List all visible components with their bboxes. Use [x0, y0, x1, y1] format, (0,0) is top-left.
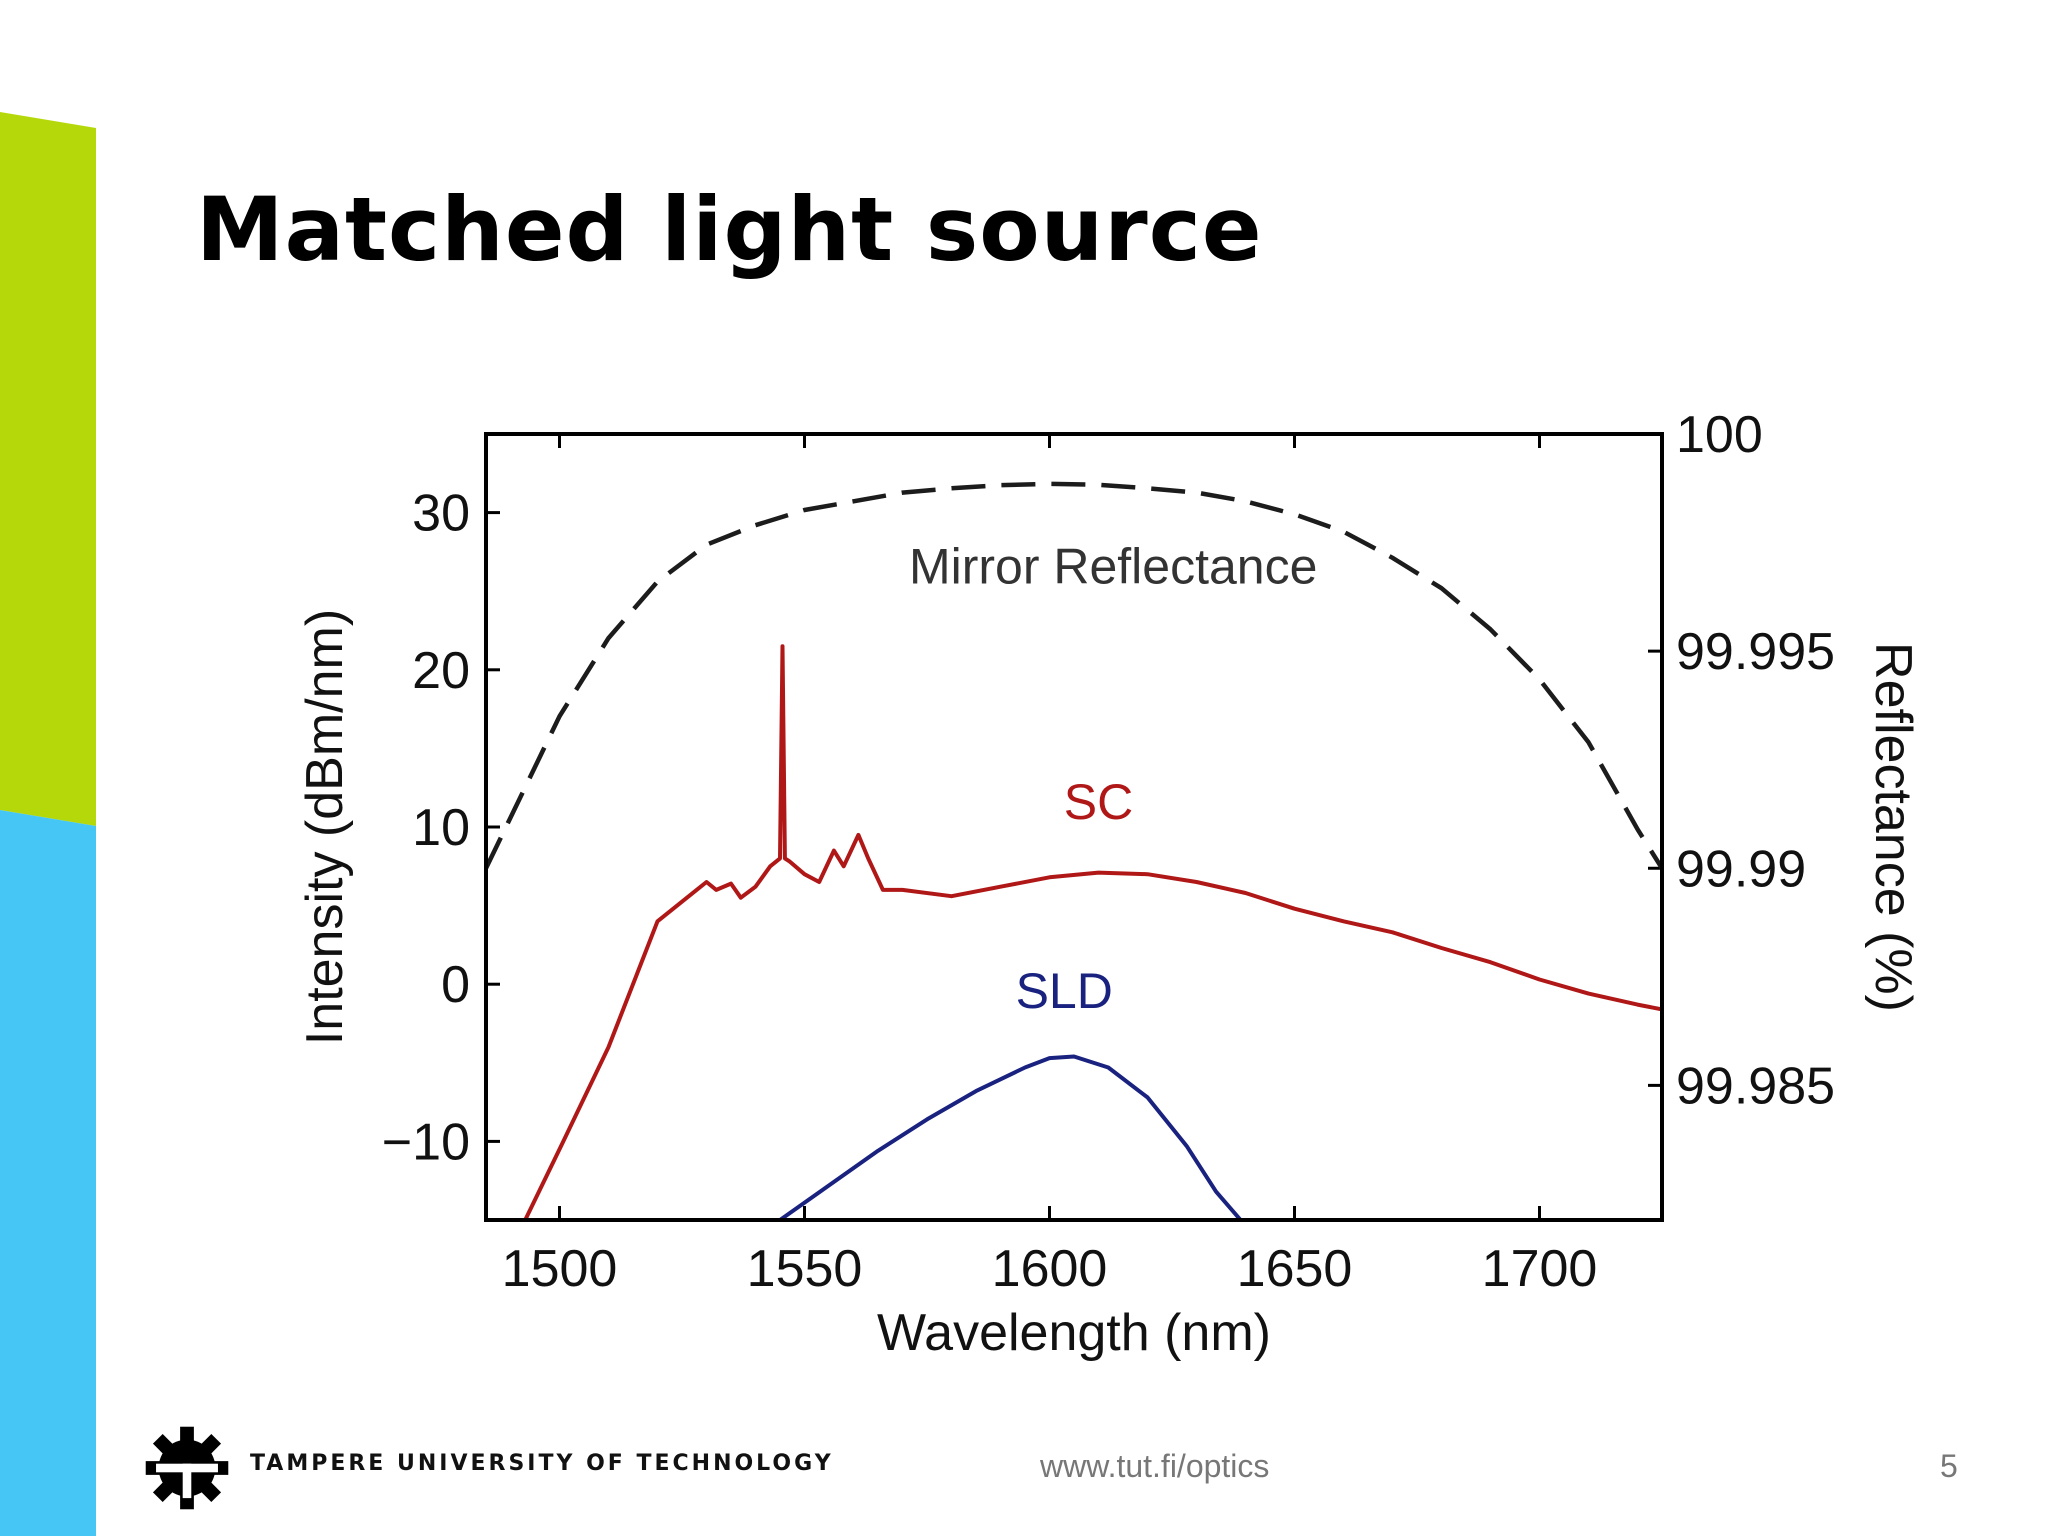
footer-url: www.tut.fi/optics [1040, 1448, 1270, 1484]
series-line-sld [778, 1054, 1243, 1220]
annotation-label: SC [1064, 774, 1133, 830]
x-axis-title: Wavelength (nm) [877, 1304, 1271, 1362]
x-tick-label: 1700 [1482, 1240, 1598, 1298]
y-tick-label: −10 [382, 1113, 470, 1171]
y-tick-label: 10 [412, 799, 470, 857]
annotation-label: SLD [1016, 963, 1113, 1019]
accent-bar-blue [0, 810, 96, 1536]
y2-axis-title: Reflectance (%) [1864, 642, 1922, 1012]
y2-tick-label: 99.99 [1676, 840, 1806, 898]
y2-tick-label: 99.985 [1676, 1057, 1835, 1115]
x-tick-label: 1500 [502, 1240, 618, 1298]
y-tick-label: 30 [412, 485, 470, 543]
plot-frame [484, 432, 1664, 1222]
y-tick-label: 0 [441, 956, 470, 1014]
x-tick-label: 1600 [992, 1240, 1108, 1298]
slide-title: Matched light source [196, 178, 1263, 281]
x-tick-label: 1550 [747, 1240, 863, 1298]
series-line-sc [523, 644, 1662, 1220]
y-axis-title: Intensity (dBm/nm) [296, 609, 354, 1045]
university-logo-icon [145, 1426, 229, 1510]
y2-tick-label: 100 [1676, 406, 1763, 464]
page-number: 5 [1940, 1448, 1958, 1484]
y2-tick-label: 99.995 [1676, 623, 1835, 681]
annotation-label: Mirror Reflectance [909, 538, 1317, 594]
x-tick-label: 1650 [1237, 1240, 1353, 1298]
accent-bar-green [0, 112, 96, 826]
series-line-mirror-reflectance [486, 481, 1662, 870]
y-tick-label: 20 [412, 642, 470, 700]
footer-university-name: TAMPERE UNIVERSITY OF TECHNOLOGY [250, 1451, 834, 1476]
